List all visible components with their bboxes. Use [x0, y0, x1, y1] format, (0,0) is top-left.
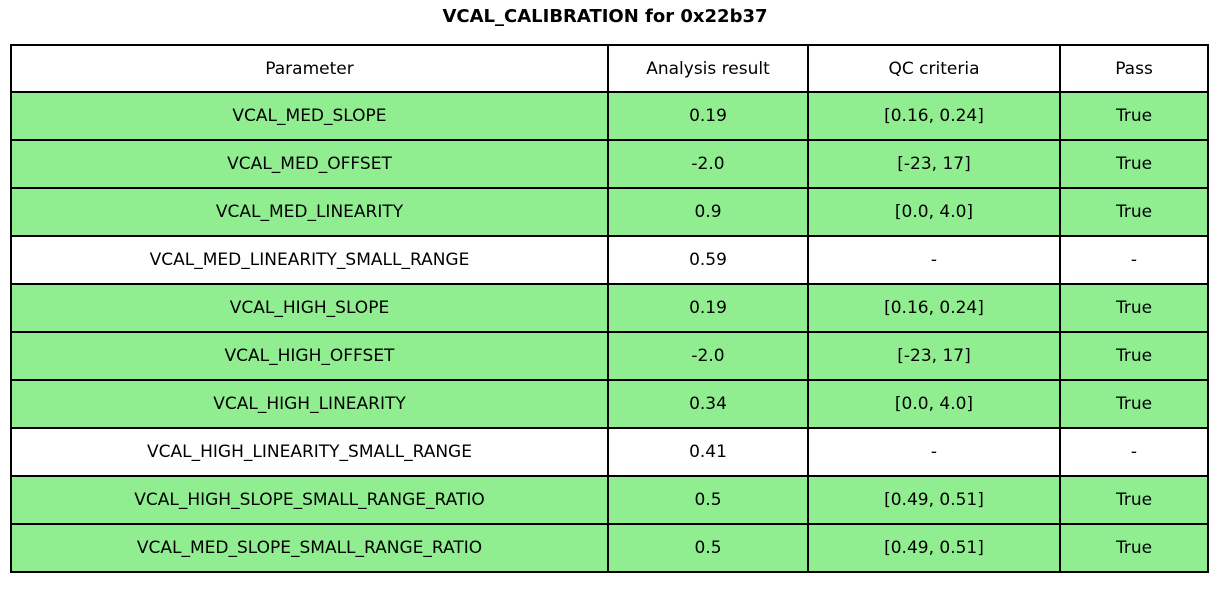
cell-criteria: [0.49, 0.51]	[807, 475, 1061, 525]
cell-pass: -	[1059, 427, 1209, 477]
cell-criteria: [-23, 17]	[807, 139, 1061, 189]
cell-parameter: VCAL_HIGH_SLOPE_SMALL_RANGE_RATIO	[10, 475, 609, 525]
cell-pass: True	[1059, 283, 1209, 333]
table-row: VCAL_HIGH_SLOPE_SMALL_RANGE_RATIO 0.5 [0…	[10, 475, 1209, 525]
table-header: Parameter Analysis result QC criteria Pa…	[10, 44, 1209, 93]
header-analysis-result: Analysis result	[607, 44, 809, 93]
cell-result: 0.41	[607, 427, 809, 477]
cell-pass: True	[1059, 139, 1209, 189]
header-pass: Pass	[1059, 44, 1209, 93]
table-body: VCAL_MED_SLOPE 0.19 [0.16, 0.24] True VC…	[10, 91, 1209, 573]
cell-result: -2.0	[607, 331, 809, 381]
cell-criteria: [0.0, 4.0]	[807, 187, 1061, 237]
cell-criteria: -	[807, 235, 1061, 285]
cell-criteria: [0.49, 0.51]	[807, 523, 1061, 573]
figure-title: VCAL_CALIBRATION for 0x22b37	[442, 6, 768, 27]
cell-pass: True	[1059, 523, 1209, 573]
cell-criteria: [0.0, 4.0]	[807, 379, 1061, 429]
cell-parameter: VCAL_HIGH_SLOPE	[10, 283, 609, 333]
table-row: VCAL_MED_OFFSET -2.0 [-23, 17] True	[10, 139, 1209, 189]
cell-parameter: VCAL_MED_LINEARITY_SMALL_RANGE	[10, 235, 609, 285]
table-row: VCAL_HIGH_LINEARITY 0.34 [0.0, 4.0] True	[10, 379, 1209, 429]
table-row: VCAL_MED_SLOPE 0.19 [0.16, 0.24] True	[10, 91, 1209, 141]
header-row: Parameter Analysis result QC criteria Pa…	[10, 44, 1209, 93]
cell-pass: True	[1059, 331, 1209, 381]
qc-results-table: Parameter Analysis result QC criteria Pa…	[10, 44, 1209, 573]
cell-parameter: VCAL_MED_LINEARITY	[10, 187, 609, 237]
cell-criteria: [0.16, 0.24]	[807, 91, 1061, 141]
cell-result: 0.59	[607, 235, 809, 285]
table-row: VCAL_MED_LINEARITY 0.9 [0.0, 4.0] True	[10, 187, 1209, 237]
cell-pass: True	[1059, 187, 1209, 237]
cell-parameter: VCAL_MED_SLOPE	[10, 91, 609, 141]
header-qc-criteria: QC criteria	[807, 44, 1061, 93]
table-row: VCAL_MED_LINEARITY_SMALL_RANGE 0.59 - -	[10, 235, 1209, 285]
cell-parameter: VCAL_HIGH_LINEARITY	[10, 379, 609, 429]
table-row: VCAL_MED_SLOPE_SMALL_RANGE_RATIO 0.5 [0.…	[10, 523, 1209, 573]
cell-criteria: [-23, 17]	[807, 331, 1061, 381]
cell-result: 0.19	[607, 283, 809, 333]
cell-parameter: VCAL_MED_SLOPE_SMALL_RANGE_RATIO	[10, 523, 609, 573]
cell-result: 0.5	[607, 475, 809, 525]
cell-criteria: [0.16, 0.24]	[807, 283, 1061, 333]
cell-pass: True	[1059, 475, 1209, 525]
table-row: VCAL_HIGH_SLOPE 0.19 [0.16, 0.24] True	[10, 283, 1209, 333]
cell-result: -2.0	[607, 139, 809, 189]
cell-parameter: VCAL_MED_OFFSET	[10, 139, 609, 189]
table-row: VCAL_HIGH_OFFSET -2.0 [-23, 17] True	[10, 331, 1209, 381]
cell-parameter: VCAL_HIGH_LINEARITY_SMALL_RANGE	[10, 427, 609, 477]
cell-parameter: VCAL_HIGH_OFFSET	[10, 331, 609, 381]
cell-pass: True	[1059, 91, 1209, 141]
cell-result: 0.9	[607, 187, 809, 237]
cell-result: 0.19	[607, 91, 809, 141]
cell-criteria: -	[807, 427, 1061, 477]
cell-result: 0.5	[607, 523, 809, 573]
cell-result: 0.34	[607, 379, 809, 429]
cell-pass: True	[1059, 379, 1209, 429]
header-parameter: Parameter	[10, 44, 609, 93]
cell-pass: -	[1059, 235, 1209, 285]
table-row: VCAL_HIGH_LINEARITY_SMALL_RANGE 0.41 - -	[10, 427, 1209, 477]
